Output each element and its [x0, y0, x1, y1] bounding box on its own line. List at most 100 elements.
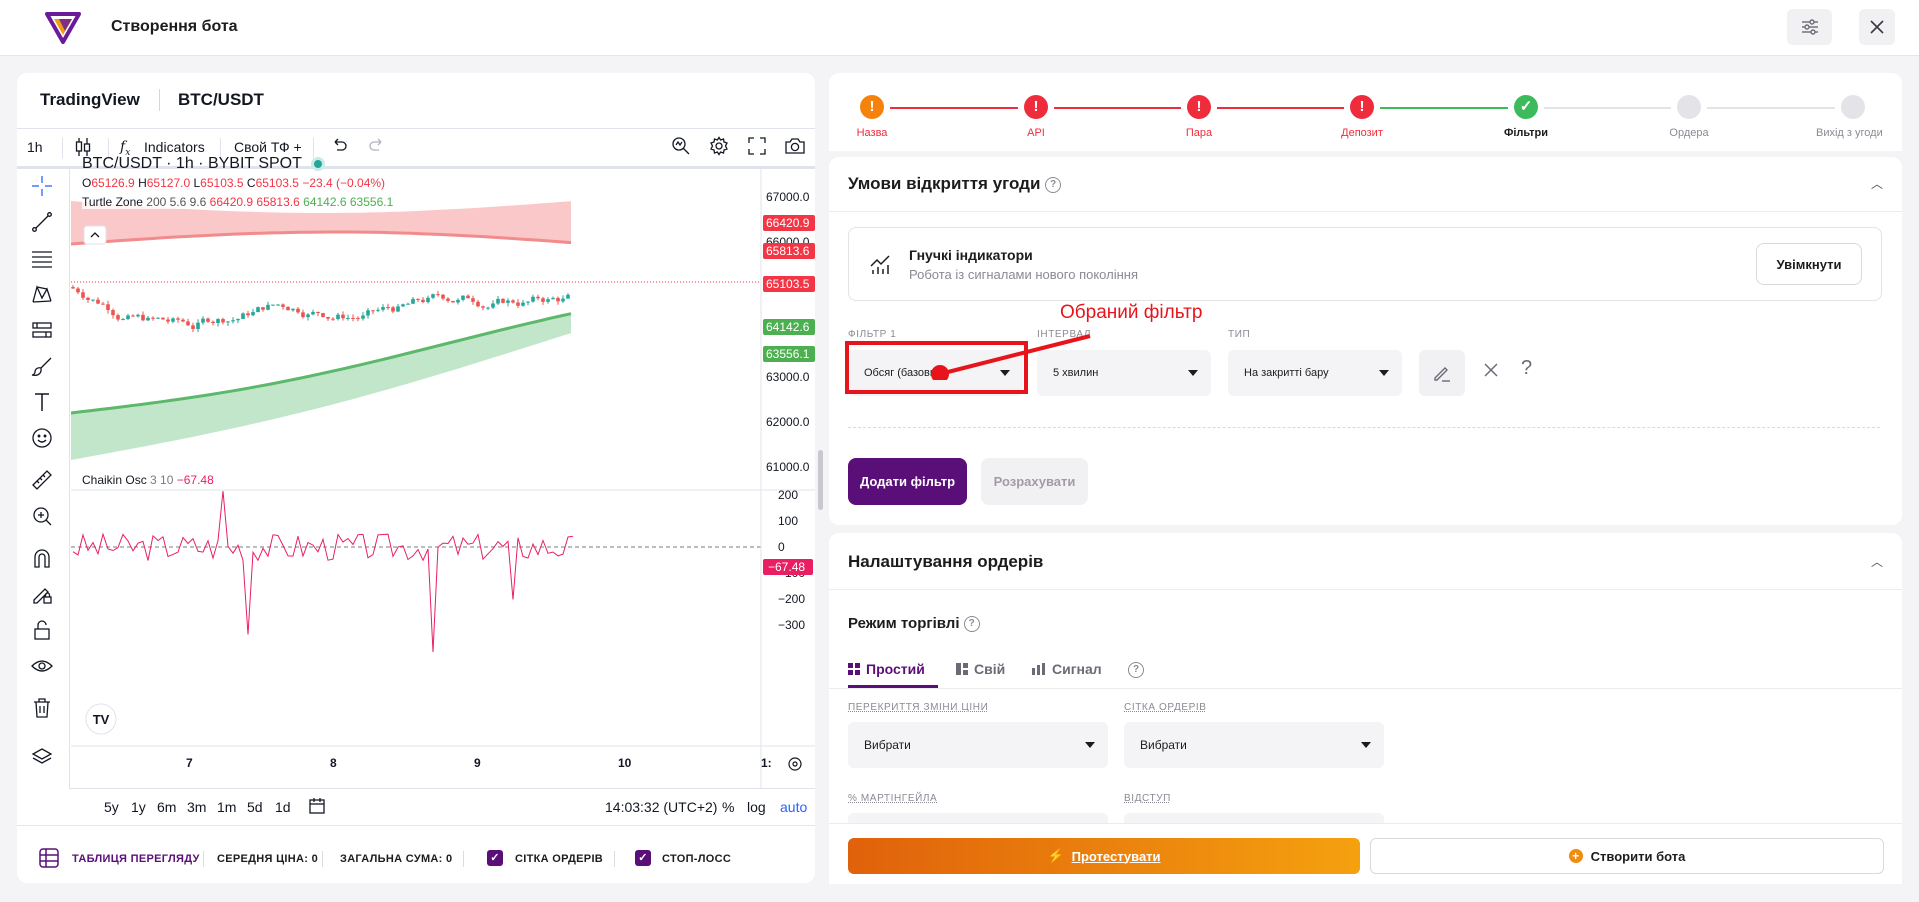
step-error-icon[interactable]: !: [1187, 95, 1211, 119]
candle-body: [171, 318, 175, 322]
orders-section-title[interactable]: Налаштування ордерів: [848, 552, 1044, 571]
clock[interactable]: 14:03:32 (UTC+2): [605, 799, 718, 815]
crosshair-icon[interactable]: [29, 173, 55, 199]
section-title[interactable]: Умови відкриття угоди ?: [848, 174, 1062, 194]
trend-line-icon[interactable]: [29, 209, 55, 235]
price-chart[interactable]: 67000.066000.063000.062000.061000.066420…: [71, 168, 815, 788]
step-connector: [1054, 107, 1181, 109]
turtle-zone-legend[interactable]: Turtle Zone 200 5.6 9.6 66420.9 65813.6 …: [82, 195, 394, 209]
test-button[interactable]: ⚡ Протестувати: [848, 838, 1360, 874]
step-done-icon[interactable]: ✓: [1514, 95, 1538, 119]
help-icon[interactable]: ?: [1045, 176, 1062, 193]
pattern-icon[interactable]: [29, 281, 55, 307]
grid-orders-checkbox[interactable]: ✓: [487, 850, 503, 866]
candle-body: [326, 316, 330, 319]
brush-icon[interactable]: [29, 353, 55, 379]
edit-filter-button[interactable]: [1419, 350, 1465, 396]
question-icon[interactable]: ?: [1521, 357, 1533, 379]
quick-search-icon[interactable]: [671, 136, 691, 159]
help-icon[interactable]: ?: [963, 616, 980, 633]
step-label[interactable]: API: [1027, 127, 1045, 139]
step-error-icon[interactable]: !: [1024, 95, 1048, 119]
range-6m[interactable]: 6m: [157, 799, 177, 815]
collapse-legend-button[interactable]: [83, 225, 107, 245]
divider: [829, 688, 1902, 689]
candle-body: [561, 298, 565, 302]
date-range-icon[interactable]: [308, 797, 328, 818]
range-5y[interactable]: 5y: [104, 799, 119, 815]
custom-tf-button[interactable]: Свой ТФ +: [234, 139, 302, 155]
stop-loss-checkbox[interactable]: ✓: [635, 850, 651, 866]
magnet-icon[interactable]: [29, 545, 55, 571]
remove-filter-icon[interactable]: [1483, 362, 1499, 383]
close-button[interactable]: [1859, 9, 1895, 45]
step-label[interactable]: Ордера: [1669, 127, 1709, 139]
step-error-icon[interactable]: !: [1350, 95, 1374, 119]
view-table-link[interactable]: ТАБЛИЦЯ ПЕРЕГЛЯДУ: [72, 853, 200, 865]
range-1y[interactable]: 1y: [131, 799, 146, 815]
candle-body: [246, 313, 250, 316]
martingale-input[interactable]: [848, 813, 1108, 823]
candle-style-icon[interactable]: [74, 137, 92, 160]
range-1m[interactable]: 1m: [217, 799, 237, 815]
undo-icon[interactable]: [331, 137, 347, 156]
chaikin-legend[interactable]: Chaikin Osc 3 10 −67.48: [82, 473, 214, 487]
indicators-button[interactable]: Indicators: [144, 139, 205, 155]
type-select[interactable]: На закритті бару: [1228, 350, 1402, 396]
lock-drawing-icon[interactable]: [29, 581, 55, 607]
auto-toggle[interactable]: auto: [780, 799, 808, 815]
grid-select[interactable]: Вибрати: [1124, 722, 1384, 768]
step-label[interactable]: Депозит: [1341, 127, 1383, 139]
splitter-handle[interactable]: [818, 450, 823, 510]
interval-select[interactable]: 5 хвилин: [1037, 350, 1211, 396]
chart-settings-icon[interactable]: [788, 757, 802, 771]
ruler-icon[interactable]: [29, 467, 55, 493]
step-warning-icon[interactable]: !: [860, 95, 884, 119]
offset-input[interactable]: [1124, 813, 1384, 823]
redo-icon[interactable]: [369, 137, 385, 156]
step-label[interactable]: Пара: [1185, 127, 1213, 139]
enable-button[interactable]: Увімкнути: [1756, 243, 1862, 285]
layers-icon[interactable]: [29, 744, 55, 770]
filter-1-label: ФІЛЬТР 1: [848, 329, 897, 340]
step-pending-icon[interactable]: [1841, 95, 1865, 119]
create-bot-button[interactable]: + Створити бота: [1370, 838, 1884, 874]
emoji-icon[interactable]: [29, 425, 55, 451]
gear-icon[interactable]: [709, 136, 729, 159]
step-label[interactable]: Назва: [856, 127, 888, 139]
range-1d[interactable]: 1d: [275, 799, 291, 815]
step-label[interactable]: Вихід з угоди: [1816, 127, 1883, 139]
tab-custom[interactable]: Свій: [956, 661, 1005, 677]
interval-button[interactable]: 1h: [27, 139, 43, 155]
tv-logo[interactable]: TV: [85, 703, 117, 735]
settings-button[interactable]: [1787, 9, 1832, 45]
text-icon[interactable]: [29, 389, 55, 415]
tab-signal[interactable]: Сигнал: [1032, 661, 1102, 677]
range-5d[interactable]: 5d: [247, 799, 263, 815]
tab-simple[interactable]: Простий: [848, 661, 925, 677]
forecast-icon[interactable]: [29, 317, 55, 343]
chevron-up-icon[interactable]: ︿: [1870, 555, 1883, 569]
fib-icon[interactable]: [29, 245, 55, 271]
fullscreen-icon[interactable]: [748, 137, 766, 158]
calculate-button[interactable]: Розрахувати: [981, 458, 1088, 505]
annotation-arrow: [931, 334, 1091, 380]
app-logo[interactable]: [45, 11, 81, 45]
lock-icon[interactable]: [29, 617, 55, 643]
add-filter-button[interactable]: Додати фільтр: [848, 458, 967, 505]
help-icon[interactable]: ?: [1128, 662, 1144, 678]
percent-toggle[interactable]: %: [722, 799, 735, 815]
chevron-up-icon[interactable]: ︿: [1870, 177, 1883, 191]
trash-icon[interactable]: [29, 695, 55, 721]
zoom-icon[interactable]: [29, 503, 55, 529]
candle-body: [151, 317, 155, 319]
step-label[interactable]: Фільтри: [1503, 127, 1549, 139]
range-3m[interactable]: 3m: [187, 799, 207, 815]
eye-icon[interactable]: [29, 653, 55, 679]
candles: [71, 285, 570, 333]
tv-bottom-bar: 5y 1y 6m 3m 1m 5d 1d 14:03:32 (UTC+2) % …: [69, 788, 815, 825]
camera-icon[interactable]: [784, 137, 806, 158]
log-toggle[interactable]: log: [747, 799, 766, 815]
step-pending-icon[interactable]: [1677, 95, 1701, 119]
overlap-select[interactable]: Вибрати: [848, 722, 1108, 768]
